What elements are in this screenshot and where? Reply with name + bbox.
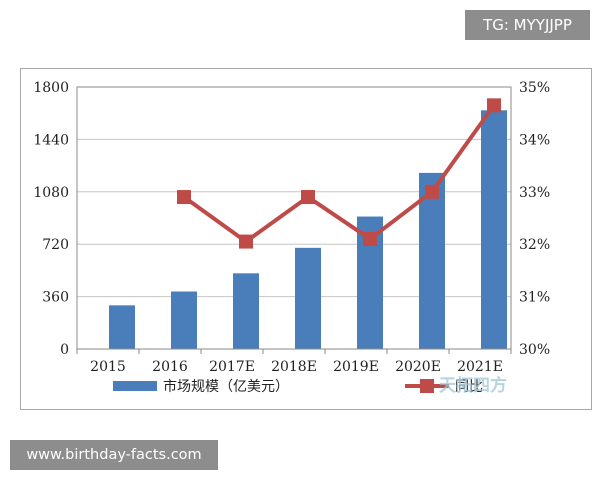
- chart-svg: 0 360 720 1080 1440 1800 30% 31% 32% 33% 34% 35% 201…: [33, 80, 550, 396]
- y2-tick-label: 34%: [519, 132, 550, 148]
- yoy-point: [177, 190, 191, 205]
- line-layer: [177, 98, 501, 249]
- x-tick-label: 2018E: [271, 359, 317, 375]
- watermark-url: www.birthday-facts.com: [10, 440, 218, 470]
- legend-label-bars: 市场规模（亿美元）: [163, 378, 289, 395]
- x-tick-label: 2021E: [457, 359, 503, 375]
- legend-layer: 市场规模（亿美元） 同比: [113, 378, 483, 395]
- bar: [109, 305, 135, 349]
- plot-border: [76, 86, 512, 350]
- y-tick-label: 720: [42, 237, 69, 253]
- legend-swatch-bars: [113, 381, 157, 391]
- logo-layer: 天拓四方: [439, 375, 507, 396]
- yoy-line: [182, 104, 496, 244]
- y2-tick-label: 30%: [519, 342, 550, 358]
- yoy-point: [487, 98, 501, 113]
- y-tick-label: 0: [60, 342, 69, 358]
- bar: [295, 247, 321, 349]
- logo-watermark: 天拓四方: [439, 375, 507, 396]
- x-tick-label: 2016: [152, 359, 188, 375]
- yoy-point: [425, 184, 439, 199]
- yoy-point: [363, 231, 377, 246]
- bar: [171, 291, 197, 349]
- bar: [419, 172, 445, 349]
- bar: [233, 273, 259, 349]
- y-tick-label: 1080: [33, 185, 69, 201]
- y2-tick-label: 33%: [519, 185, 550, 201]
- y2-tick-label: 32%: [519, 237, 550, 253]
- bar-layer: [109, 110, 507, 350]
- x-tick-label: 2015: [90, 359, 126, 375]
- yoy-point: [239, 234, 253, 249]
- legend-swatch-marker: [420, 379, 434, 393]
- yoy-point: [301, 190, 315, 205]
- legend-label-line: 同比: [455, 379, 483, 395]
- grid-layer: [77, 86, 511, 350]
- chart-frame: 0 360 720 1080 1440 1800 30% 31% 32% 33% 34% 35% 201…: [20, 68, 592, 410]
- axis-layer: [76, 86, 512, 354]
- label-layer: 0 360 720 1080 1440 1800 30% 31% 32% 33% 34% 35% 201…: [33, 80, 550, 375]
- y-tick-label: 1800: [33, 80, 69, 96]
- bar: [481, 110, 507, 350]
- x-tick-label: 2017E: [209, 359, 255, 375]
- watermark-tag: TG: MYYJJPP: [465, 10, 590, 40]
- y2-tick-label: 31%: [519, 290, 550, 306]
- y-tick-label: 360: [42, 290, 69, 306]
- x-tick-label: 2020E: [395, 359, 441, 375]
- y-tick-label: 1440: [33, 132, 69, 148]
- y2-tick-label: 35%: [519, 80, 550, 96]
- x-tick-label: 2019E: [333, 359, 379, 375]
